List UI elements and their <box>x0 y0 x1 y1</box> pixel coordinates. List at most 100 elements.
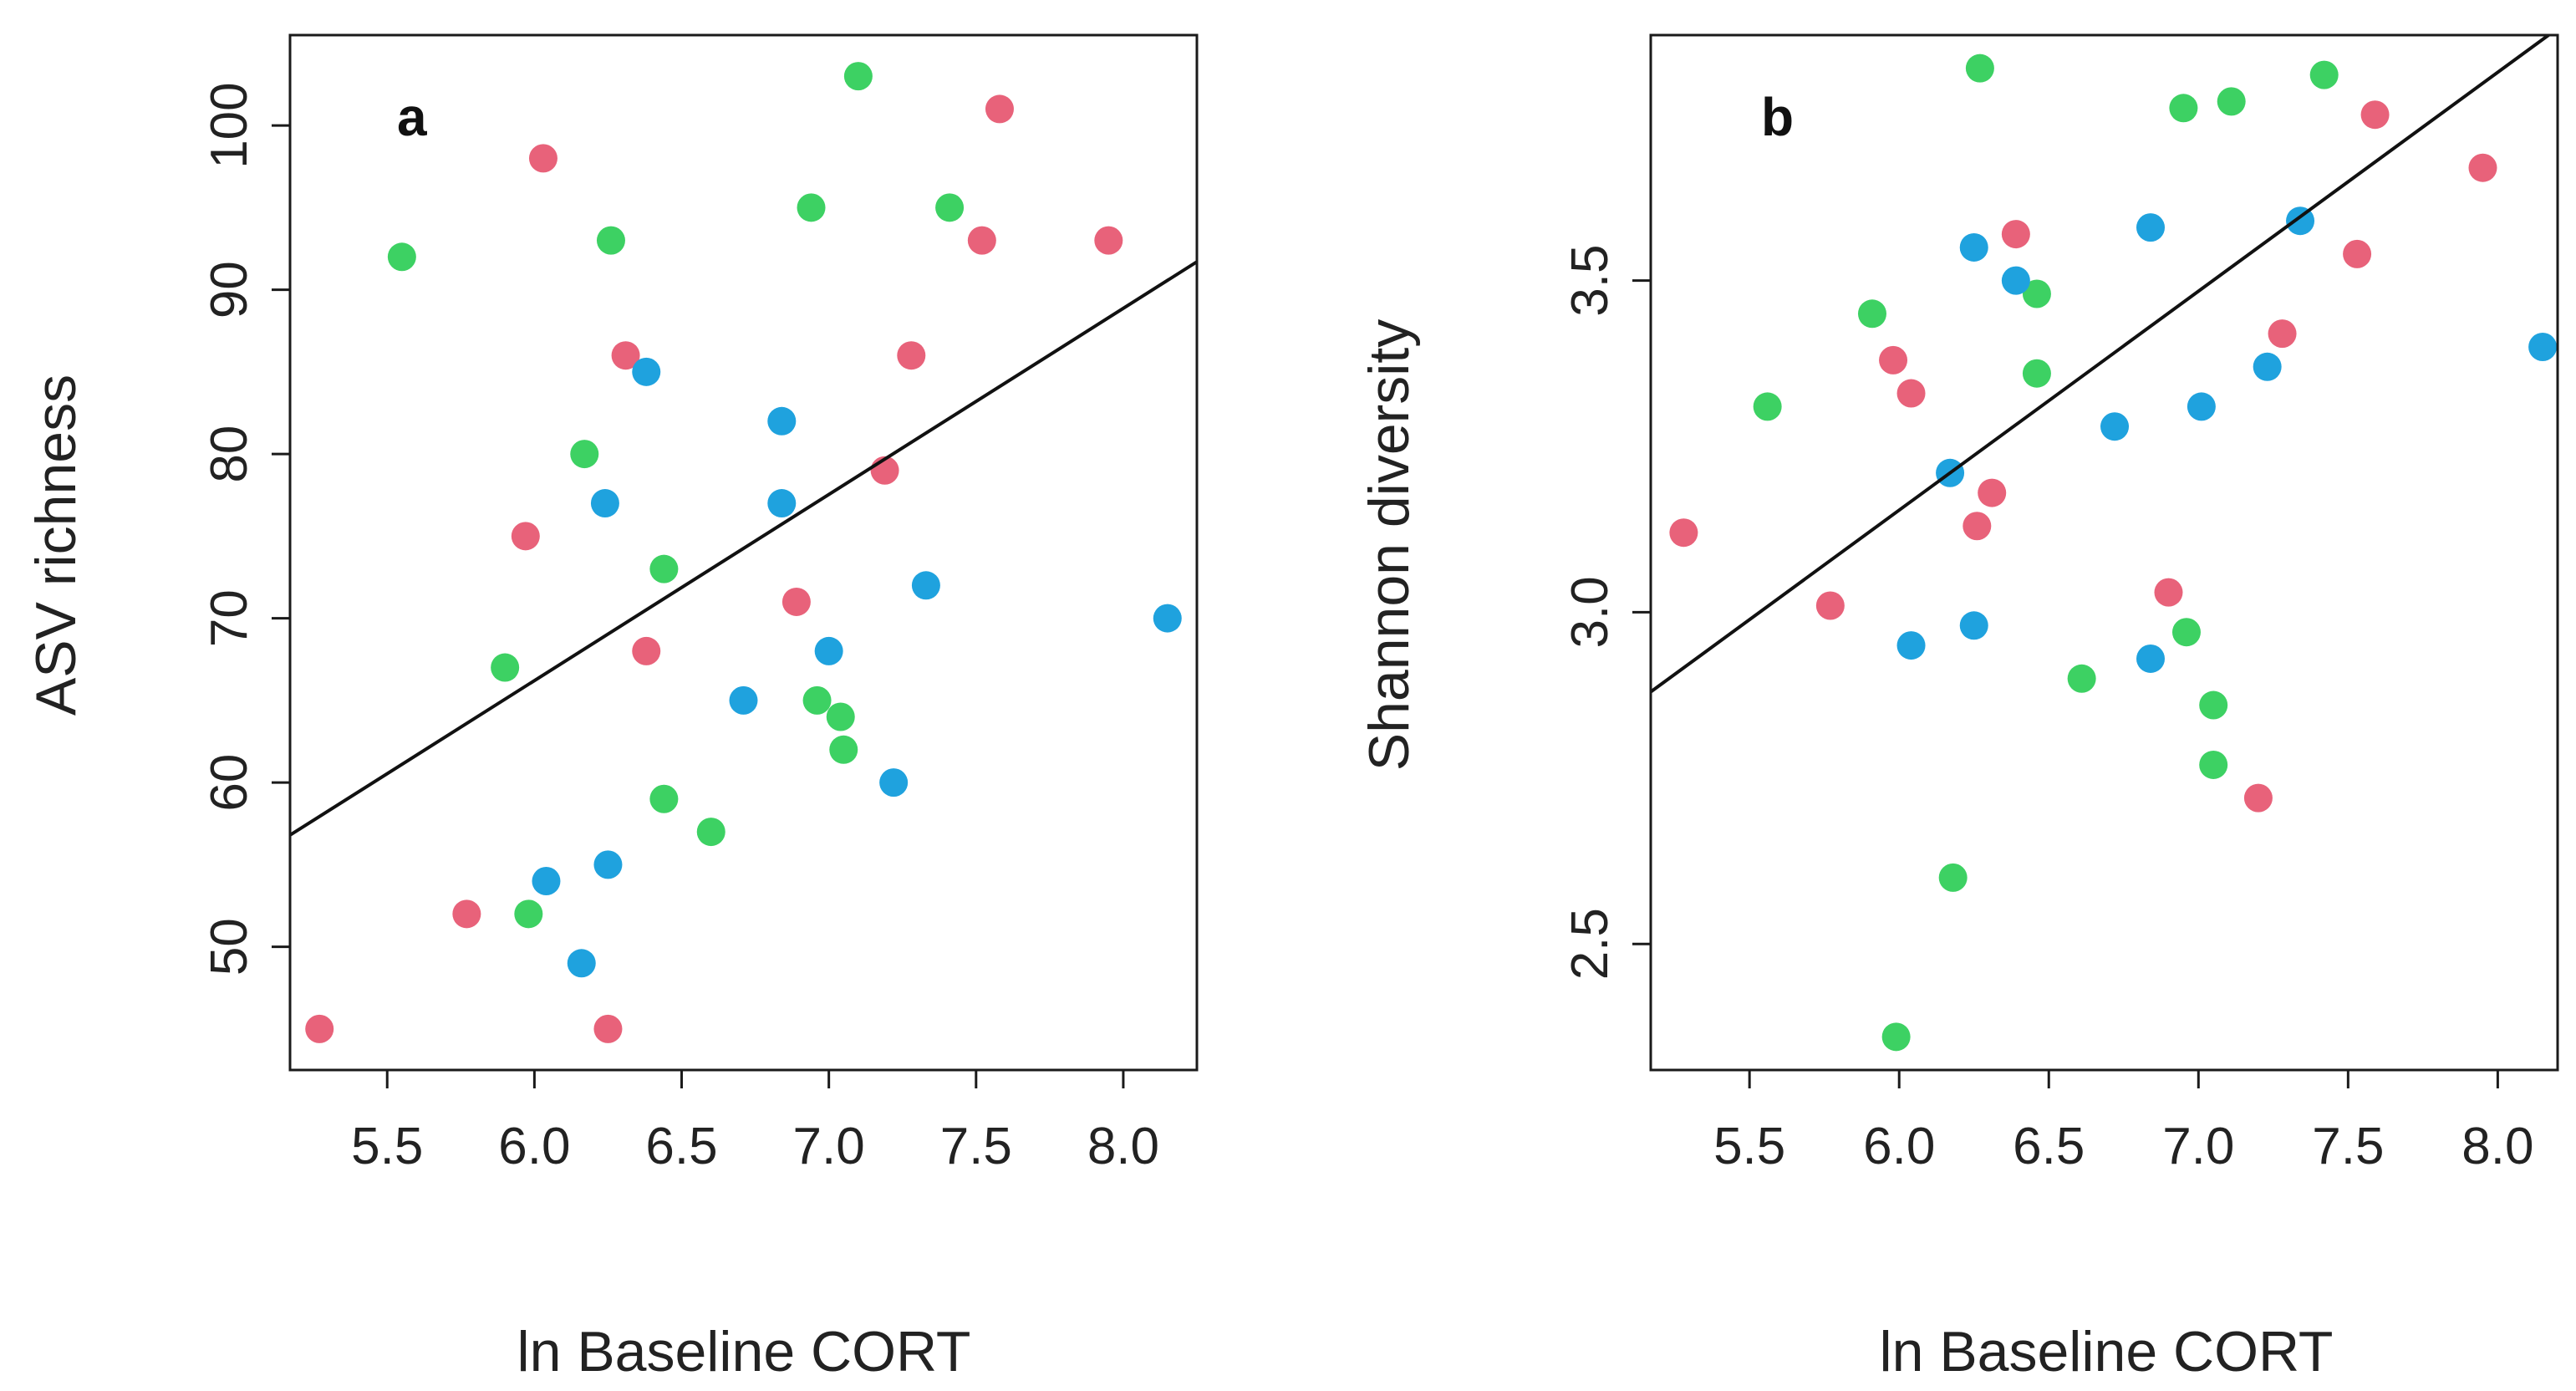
panel-a-point-green <box>596 226 625 255</box>
panel-b-x-tick-label: 8.0 <box>2461 1118 2533 1175</box>
panel-b-x-tick-label: 6.0 <box>1863 1118 1935 1175</box>
panel-a-point-green <box>935 193 965 222</box>
panel-a-point-pink <box>593 1014 623 1043</box>
panel-b-point-green <box>2067 664 2096 693</box>
panel-b-plot-frame <box>1649 33 2559 1072</box>
panel-b-point-green <box>2217 87 2246 116</box>
panel-b-x-tick-label: 7.0 <box>2162 1118 2234 1175</box>
panel-a-x-tick-label: 7.0 <box>793 1118 865 1175</box>
panel-a-point-pink <box>897 341 926 370</box>
panel-a-point-pink <box>781 587 811 616</box>
panel-b-point-blue <box>1896 631 1926 660</box>
panel-a-point-green <box>797 193 826 222</box>
panel-b-point-blue <box>2528 332 2558 361</box>
panel-a-point-blue <box>632 357 661 386</box>
panel-a-point-pink <box>1094 226 1123 255</box>
panel-a-x-tick-label: 7.5 <box>940 1118 1012 1175</box>
panel-a-point-green <box>802 685 832 715</box>
panel-a-point-pink <box>305 1014 334 1043</box>
panel-a-plot-frame <box>288 33 1199 1072</box>
panel-a-point-pink <box>528 144 557 173</box>
panel-a-point-blue <box>593 850 623 879</box>
panel-b-point-pink <box>1963 512 1992 541</box>
panel-a-point-pink <box>967 226 996 255</box>
panel-a-point-green <box>491 653 520 682</box>
panel-a-x-axis-title: ln Baseline CORT <box>517 1320 971 1383</box>
panel-a-point-green <box>843 62 873 91</box>
panel-a-point-green <box>696 818 725 847</box>
panel-b-point-blue <box>2136 213 2166 242</box>
panel-a-x-tick-label: 5.5 <box>351 1118 423 1175</box>
panel-b-point-pink <box>1669 518 1698 548</box>
panel-a-point-blue <box>532 867 561 896</box>
panel-b-regression-line <box>1651 35 2552 694</box>
panel-a-point-blue <box>590 489 619 518</box>
panel-b-x-tick-label: 7.5 <box>2312 1118 2384 1175</box>
panel-a-point-green <box>649 784 679 813</box>
panel-a-point-blue <box>767 489 797 518</box>
panel-a-y-tick-label: 50 <box>201 918 258 976</box>
panel-a-point-pink <box>985 94 1014 124</box>
panel-a-point-green <box>649 554 679 583</box>
panel-b-y-axis-title: Shannon diversity <box>1357 319 1421 772</box>
panel-a-y-axis-title: ASV richness <box>24 374 88 716</box>
panel-b-point-green <box>2199 690 2228 720</box>
panel-b-label: b <box>1761 87 1794 147</box>
panel-b-point-green <box>2171 618 2201 647</box>
panel-b-y-tick-label: 2.5 <box>1561 908 1619 980</box>
panel-b-point-green <box>1881 1022 1911 1052</box>
panel-a-point-green <box>514 899 543 929</box>
panel-b-point-blue <box>2187 392 2216 421</box>
panel-b-point-pink <box>1896 379 1926 408</box>
panel-a-point-blue <box>911 571 940 600</box>
panel-b-point-green <box>1965 54 1994 83</box>
panel-b-point-green <box>2022 279 2051 308</box>
panel-b-point-green <box>1857 299 1886 329</box>
panel-a-y-tick-label: 80 <box>201 425 258 483</box>
panel-a-point-pink <box>452 899 481 929</box>
panel-a-y-tick-label: 100 <box>201 82 258 168</box>
panel-a-point-pink <box>511 522 540 551</box>
panel-a-point-blue <box>879 768 909 797</box>
panel-a-point-blue <box>767 406 797 436</box>
panel-b-point-pink <box>2001 220 2030 249</box>
panel-b: b ln Baseline CORT Shannon diversity 5.5… <box>1357 33 2559 1383</box>
panel-a-point-pink <box>611 341 640 370</box>
panel-a-regression-line <box>290 260 1197 837</box>
panel-a-x-tick-label: 8.0 <box>1087 1118 1159 1175</box>
panel-b-x-tick-label: 5.5 <box>1713 1118 1785 1175</box>
panel-a-y-tick-label: 70 <box>201 589 258 647</box>
panel-a-point-green <box>829 735 858 764</box>
panel-a-point-blue <box>567 949 596 978</box>
panel-b-point-green <box>1753 392 1782 421</box>
panel-b-point-blue <box>1959 232 1988 262</box>
panel-b-x-axis-title: ln Baseline CORT <box>1880 1320 2334 1383</box>
panel-b-point-pink <box>1815 591 1845 620</box>
panel-b-point-green <box>2169 94 2198 123</box>
panel-b-point-blue <box>2100 412 2130 441</box>
panel-b-point-pink <box>2268 319 2297 349</box>
panel-a-point-blue <box>729 685 758 715</box>
panel-b-point-blue <box>2001 266 2030 295</box>
panel-a: a ln Baseline CORT ASV richness 5.5 6.0 6.… <box>24 33 1199 1383</box>
panel-b-point-blue <box>2136 644 2166 673</box>
panel-b-point-blue <box>2286 206 2315 236</box>
panel-b-point-pink <box>1978 478 2007 507</box>
panel-a-point-green <box>570 440 599 469</box>
panel-b-point-pink <box>2154 578 2183 607</box>
panel-a-x-tick-label: 6.0 <box>498 1118 570 1175</box>
panel-b-point-green <box>2199 750 2228 779</box>
panel-a-point-green <box>387 242 416 272</box>
panel-b-point-pink <box>1879 345 1908 374</box>
panel-b-point-green <box>2309 60 2339 89</box>
panel-b-point-green <box>1938 863 1968 892</box>
panel-a-point-blue <box>1153 604 1182 633</box>
panel-a-point-pink <box>632 636 661 665</box>
panel-b-point-pink <box>2343 239 2372 268</box>
panel-a-label: a <box>397 87 427 147</box>
panel-b-point-blue <box>2253 352 2282 381</box>
panel-a-point-blue <box>814 636 843 665</box>
panel-b-point-pink <box>2243 783 2273 813</box>
panel-b-point-pink <box>2360 100 2390 130</box>
